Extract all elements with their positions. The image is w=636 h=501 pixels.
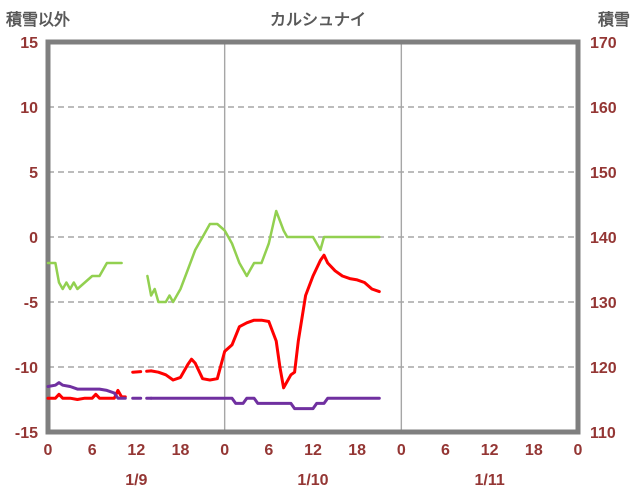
x-axis-tick-label: 18: [348, 442, 366, 459]
right-axis-tick-label: 160: [590, 100, 617, 117]
x-axis-tick-label: 12: [481, 442, 499, 459]
x-axis-tick-label: 12: [127, 442, 145, 459]
left-axis-tick-label: -5: [24, 295, 38, 312]
left-axis-tick-label: 5: [29, 165, 38, 182]
series-purple: [46, 381, 127, 400]
right-axis-tick-label: 150: [590, 165, 617, 182]
x-axis-tick-label: 12: [304, 442, 322, 459]
series-purple: [149, 396, 381, 411]
x-axis-tick-label: 0: [44, 442, 53, 459]
x-axis-date-label: 1/10: [297, 472, 328, 489]
right-axis-title: 積雪: [597, 12, 630, 29]
left-axis-tick-label: 15: [20, 35, 38, 52]
x-axis-tick-label: 0: [220, 442, 229, 459]
left-axis-title: 積雪以外: [6, 12, 71, 29]
right-axis-tick-label: 140: [590, 230, 617, 247]
left-axis-tick-label: -15: [15, 425, 38, 442]
right-axis-tick-label: 110: [590, 425, 616, 442]
right-axis-tick-label: 130: [590, 295, 617, 312]
x-axis-tick-label: 18: [172, 442, 190, 459]
left-axis-tick-label: 10: [20, 100, 38, 117]
x-axis-tick-label: 6: [441, 442, 450, 459]
x-axis-tick-label: 0: [574, 442, 583, 459]
x-axis-date-label: 1/11: [475, 472, 505, 489]
x-axis-tick-label: 0: [397, 442, 406, 459]
x-axis-tick-label: 6: [88, 442, 97, 459]
plot-border: [45, 39, 581, 435]
left-axis-tick-label: -10: [15, 360, 38, 377]
series-red: [46, 388, 127, 401]
right-axis-tick-label: 170: [590, 35, 617, 52]
chart-title: カルシュナイ: [269, 12, 366, 29]
right-axis-tick-label: 120: [590, 360, 617, 377]
x-axis-date-label: 1/9: [125, 472, 147, 489]
series-red-dashed: [131, 369, 153, 374]
series-green: [146, 209, 381, 304]
series-green: [46, 261, 123, 291]
x-axis-tick-label: 18: [525, 442, 543, 459]
x-axis-tick-label: 6: [264, 442, 273, 459]
series-red: [149, 253, 381, 390]
left-axis-tick-label: 0: [29, 230, 38, 247]
